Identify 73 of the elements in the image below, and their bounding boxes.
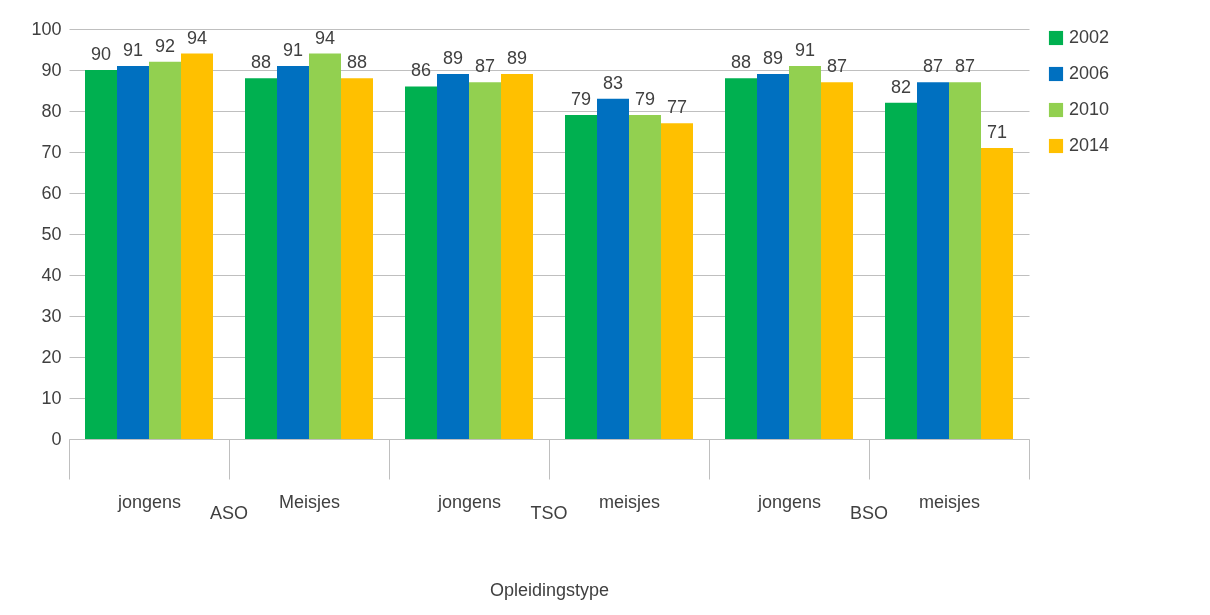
data-label: 86 bbox=[410, 60, 432, 81]
x-tick-label: jongens bbox=[756, 491, 822, 512]
bar bbox=[821, 82, 853, 439]
bar bbox=[565, 115, 597, 439]
y-tick-label: 70 bbox=[41, 141, 62, 162]
bar bbox=[341, 78, 373, 439]
bar bbox=[405, 86, 437, 439]
x-tick-label: jongens bbox=[116, 491, 182, 512]
data-label: 79 bbox=[634, 89, 656, 110]
bar bbox=[469, 82, 501, 439]
x-tick-label: meisjes bbox=[918, 491, 981, 512]
bar bbox=[885, 102, 917, 439]
legend-label: 2002 bbox=[1069, 27, 1110, 47]
data-label: 89 bbox=[762, 48, 784, 69]
bar bbox=[149, 61, 181, 439]
y-tick-label: 20 bbox=[41, 346, 62, 367]
y-tick-label: 90 bbox=[41, 59, 62, 80]
data-label: 89 bbox=[442, 48, 464, 69]
bar bbox=[245, 78, 277, 439]
data-label: 94 bbox=[314, 27, 336, 48]
data-label: 87 bbox=[474, 56, 496, 77]
data-label: 77 bbox=[666, 97, 688, 118]
y-tick-label: 50 bbox=[41, 223, 62, 244]
bar bbox=[117, 65, 149, 439]
y-tick-label: 40 bbox=[41, 264, 62, 285]
bar bbox=[789, 65, 821, 439]
x-tick-label: Meisjes bbox=[278, 491, 341, 512]
bar bbox=[437, 74, 469, 439]
data-label: 79 bbox=[570, 89, 592, 110]
bar bbox=[661, 123, 693, 439]
y-tick-label: 80 bbox=[41, 100, 62, 121]
y-tick-label: 0 bbox=[51, 428, 62, 449]
data-label: 92 bbox=[154, 35, 176, 56]
x-axis-title: Opleidingstype bbox=[489, 579, 610, 600]
y-tick-label: 30 bbox=[41, 305, 62, 326]
legend-label: 2014 bbox=[1069, 135, 1110, 155]
x-tick-label: jongens bbox=[436, 491, 502, 512]
x-tick-label: meisjes bbox=[598, 491, 661, 512]
data-label: 91 bbox=[794, 39, 816, 60]
bar bbox=[181, 53, 213, 439]
text: TSO bbox=[530, 503, 568, 523]
data-label: 89 bbox=[506, 48, 528, 69]
bar bbox=[597, 98, 629, 439]
data-label: 94 bbox=[186, 27, 208, 48]
bar bbox=[629, 115, 661, 439]
y-tick-label: 100 bbox=[31, 18, 62, 39]
data-label: 71 bbox=[986, 121, 1008, 142]
bar bbox=[277, 65, 309, 439]
data-label: 87 bbox=[826, 56, 848, 77]
data-label: 87 bbox=[922, 56, 944, 77]
bar bbox=[309, 53, 341, 439]
data-label: 83 bbox=[602, 72, 624, 93]
data-label: 87 bbox=[954, 56, 976, 77]
bar bbox=[757, 74, 789, 439]
bar bbox=[501, 74, 533, 439]
data-label: 82 bbox=[890, 76, 912, 97]
text: ASO bbox=[209, 503, 249, 523]
bar bbox=[917, 82, 949, 439]
y-tick-label: 60 bbox=[41, 182, 62, 203]
legend-label: 2006 bbox=[1069, 63, 1110, 83]
data-label: 91 bbox=[122, 39, 144, 60]
y-tick-label: 10 bbox=[41, 387, 62, 408]
bar bbox=[981, 147, 1013, 439]
data-label: 91 bbox=[282, 39, 304, 60]
bar bbox=[949, 82, 981, 439]
text: BSO bbox=[849, 503, 889, 523]
legend-label: 2010 bbox=[1069, 99, 1110, 119]
bar bbox=[725, 78, 757, 439]
data-label: 88 bbox=[346, 52, 368, 73]
data-label: 90 bbox=[90, 44, 112, 64]
data-label: 88 bbox=[250, 52, 272, 73]
bar bbox=[85, 70, 117, 439]
data-label: 88 bbox=[730, 52, 752, 73]
